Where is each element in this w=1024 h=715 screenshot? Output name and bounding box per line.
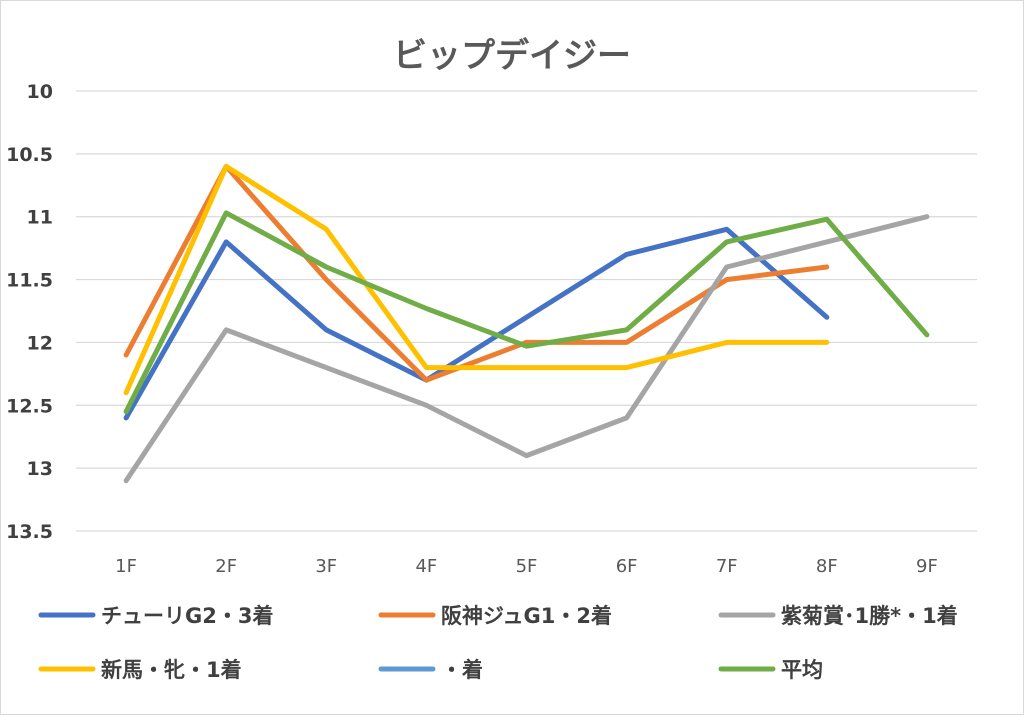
legend-label: 平均 (781, 658, 823, 682)
legend-item: 平均 (718, 658, 823, 682)
y-tick-label: 10.5 (6, 144, 53, 166)
series-line-0 (123, 226, 830, 421)
x-axis-tick-labels: 1F 2F 3F 4F 5F 6F 7F 8F 9F (115, 556, 938, 577)
legend-label: 新馬・牝・1着 (101, 658, 242, 682)
y-tick-label: 12 (27, 332, 53, 354)
legend-label: チューリG2・3着 (101, 604, 273, 628)
legend-label: ・着 (441, 658, 483, 682)
x-tick-label: 3F (315, 556, 337, 577)
x-tick-label: 5F (516, 556, 538, 577)
y-axis-tick-labels: 10 10.5 11 11.5 12 12.5 13 13.5 (6, 81, 53, 543)
chart-title: ビップデイジー (393, 36, 631, 76)
series-line-3 (123, 163, 830, 396)
legend-item: 阪神ジュG1・2着 (378, 604, 612, 628)
x-tick-label: 2F (215, 556, 237, 577)
x-tick-label: 8F (816, 556, 838, 577)
y-tick-label: 13.5 (6, 521, 53, 543)
legend-item: 新馬・牝・1着 (38, 658, 242, 682)
y-tick-label: 12.5 (6, 395, 53, 417)
x-tick-label: 1F (115, 556, 137, 577)
gridlines (76, 90, 977, 532)
legend-item: ・着 (378, 658, 483, 682)
series-line-2 (123, 214, 930, 484)
legend-item: 紫菊賞･1勝*・1着 (718, 604, 958, 628)
y-tick-label: 11.5 (6, 270, 53, 292)
series-line-5 (123, 210, 930, 415)
x-tick-label: 4F (415, 556, 437, 577)
legend-item: チューリG2・3着 (38, 604, 273, 628)
x-tick-label: 6F (616, 556, 638, 577)
legend-label: 阪神ジュG1・2着 (441, 604, 612, 628)
y-tick-label: 10 (27, 81, 53, 103)
x-tick-label: 9F (916, 556, 938, 577)
y-tick-label: 13 (27, 458, 53, 480)
series-lines (123, 163, 930, 484)
y-tick-label: 11 (27, 207, 53, 229)
legend-label: 紫菊賞･1勝*・1着 (781, 604, 958, 628)
x-tick-label: 7F (716, 556, 738, 577)
